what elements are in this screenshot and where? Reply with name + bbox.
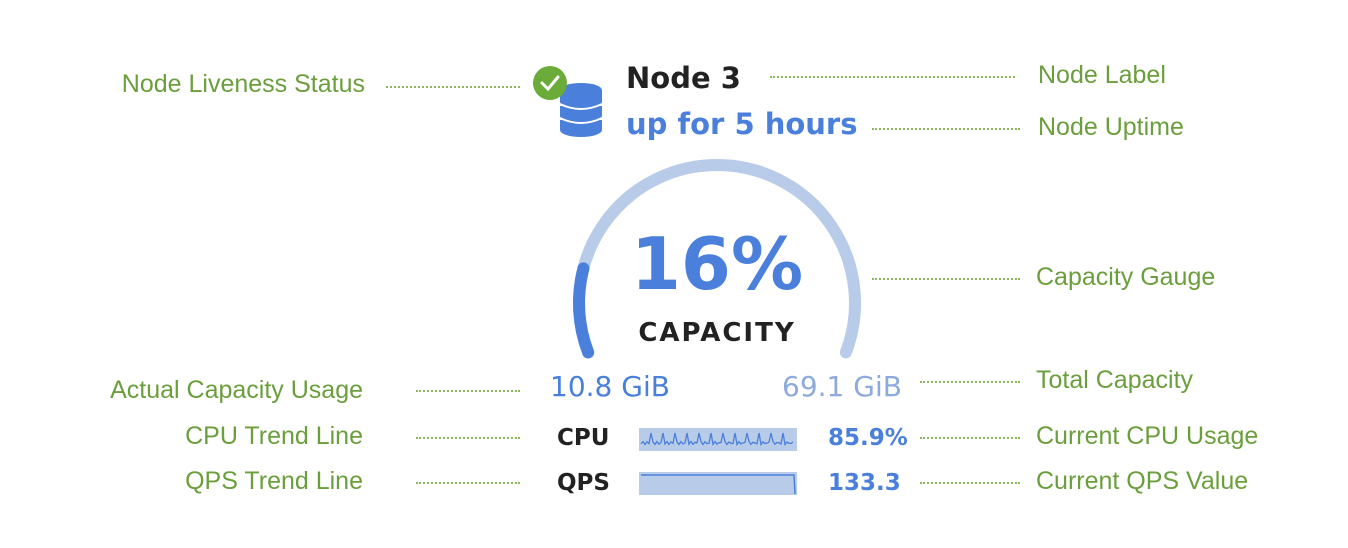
annotation-liveness: Node Liveness Status [121, 70, 365, 98]
annotation-qps-trend: QPS Trend Line [185, 467, 363, 495]
annotation-uptime: Node Uptime [1038, 113, 1184, 141]
leader-line [920, 482, 1020, 484]
capacity-percent: 16% [630, 222, 804, 306]
leader-line [920, 381, 1020, 383]
qps-label: QPS [557, 470, 610, 496]
node-uptime: up for 5 hours [626, 107, 858, 141]
node-name[interactable]: Node 3 [626, 61, 741, 95]
leader-line [416, 482, 520, 484]
cpu-trend-line[interactable] [639, 428, 797, 451]
qps-trend-line[interactable] [639, 472, 797, 495]
gauge-fill [573, 262, 595, 359]
annotation-cpu-current: Current CPU Usage [1036, 422, 1259, 450]
annotation-cpu-trend: CPU Trend Line [185, 422, 363, 450]
leader-line [770, 76, 1015, 78]
annotation-total: Total Capacity [1036, 366, 1194, 394]
annotation-usage: Actual Capacity Usage [110, 376, 363, 404]
qps-value: 133.3 [828, 470, 901, 496]
leader-line [872, 278, 1020, 280]
annotation-qps-current: Current QPS Value [1036, 467, 1249, 495]
database-icon [533, 66, 603, 137]
annotation-gauge: Capacity Gauge [1036, 263, 1216, 291]
leader-line [872, 128, 1020, 130]
capacity-total: 69.1 GiB [782, 370, 902, 403]
annotation-node-label: Node Label [1038, 61, 1166, 89]
leader-line [920, 437, 1020, 439]
leader-line [386, 86, 520, 88]
leader-line [416, 390, 520, 392]
leader-line [416, 437, 520, 439]
capacity-caption: CAPACITY [638, 318, 796, 348]
check-circle-icon [533, 66, 567, 100]
cpu-value: 85.9% [828, 425, 908, 451]
capacity-used: 10.8 GiB [550, 370, 670, 403]
cpu-label: CPU [557, 425, 610, 451]
capacity-gauge [573, 159, 861, 359]
